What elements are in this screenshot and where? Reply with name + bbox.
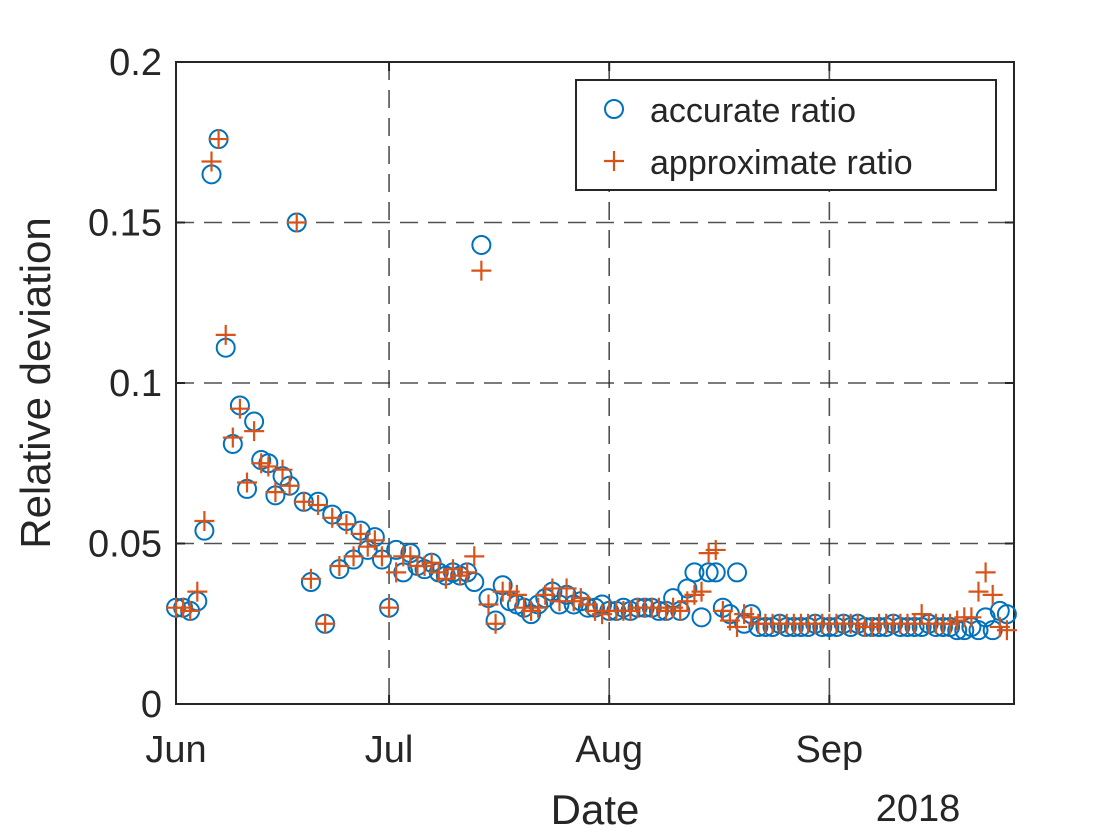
y-axis-label: Relative deviation xyxy=(12,217,59,549)
approximate-ratio-point xyxy=(322,507,343,528)
approximate-ratio-point xyxy=(272,459,293,480)
x-tick-label: Aug xyxy=(575,729,643,771)
accurate-ratio-point xyxy=(727,562,748,583)
approximate-ratio-point xyxy=(286,212,307,233)
approximate-ratio-point xyxy=(961,607,982,628)
approximate-ratio-point xyxy=(180,600,201,621)
approximate-ratio-point xyxy=(691,581,712,602)
y-tick-label: 0.2 xyxy=(109,42,162,84)
approximate-ratio-point xyxy=(237,472,258,493)
approximate-ratio-point xyxy=(265,482,286,503)
approximate-ratio-point xyxy=(279,475,300,496)
legend: accurate ratio approximate ratio xyxy=(575,79,997,191)
y-tick-label: 0 xyxy=(141,684,162,726)
accurate-ratio-point xyxy=(684,562,705,583)
approximate-ratio-point xyxy=(705,539,726,560)
y-tick-label: 0.1 xyxy=(109,363,162,405)
approximate-ratio-point xyxy=(208,129,229,150)
approximate-ratio-point xyxy=(386,562,407,583)
approximate-ratio-point xyxy=(506,584,527,605)
approximate-ratio-point xyxy=(336,514,357,535)
approximate-ratio-point xyxy=(364,530,385,551)
legend-label-approximate-ratio: approximate ratio xyxy=(650,144,913,182)
y-tick-label: 0.05 xyxy=(88,524,162,566)
approximate-ratio-point xyxy=(464,546,485,567)
year-label: 2018 xyxy=(876,788,961,830)
approximate-ratio-point xyxy=(315,613,336,634)
x-axis-label: Date xyxy=(551,786,640,833)
approximate-ratio-point xyxy=(379,597,400,618)
accurate-ratio-point xyxy=(386,539,407,560)
x-tick-label: Jun xyxy=(145,729,206,771)
accurate-ratio-point xyxy=(698,562,719,583)
approximate-ratio-point xyxy=(457,562,478,583)
approximate-ratio-point xyxy=(187,581,208,602)
axis-ticks: 0 0.05 0.1 0.15 0.2 Jun Jul Aug Sep xyxy=(88,42,1014,771)
approximate-ratio-point xyxy=(975,562,996,583)
accurate-ratio-point xyxy=(471,234,492,255)
x-tick-label: Sep xyxy=(796,729,864,771)
legend-label-accurate-ratio: accurate ratio xyxy=(650,92,856,130)
approximate-ratio-point xyxy=(293,491,314,512)
approximate-ratio-point xyxy=(485,613,506,634)
data-points xyxy=(166,129,1017,641)
approximate-ratio-point xyxy=(258,456,279,477)
y-tick-label: 0.15 xyxy=(88,203,162,245)
approximate-ratio-point xyxy=(343,546,364,567)
approximate-ratio-point xyxy=(308,494,329,515)
approximate-ratio-point xyxy=(996,620,1017,641)
approximate-ratio-point xyxy=(471,260,492,281)
approximate-ratio-point xyxy=(478,594,499,615)
approximate-ratio-point xyxy=(215,324,236,345)
approximate-ratio-point xyxy=(982,584,1003,605)
approximate-ratio-point xyxy=(229,398,250,419)
approximate-ratio-point xyxy=(528,597,549,618)
accurate-ratio-point xyxy=(691,607,712,628)
approximate-ratio-point xyxy=(556,578,577,599)
approximate-ratio-point xyxy=(727,616,748,637)
approximate-ratio-point xyxy=(194,511,215,532)
approximate-ratio-point xyxy=(222,427,243,448)
approximate-ratio-point xyxy=(201,151,222,172)
approximate-ratio-point xyxy=(329,555,350,576)
legend-plus-marker xyxy=(604,151,624,171)
legend-box xyxy=(575,79,997,191)
approximate-ratio-point xyxy=(968,581,989,602)
accurate-ratio-point xyxy=(705,562,726,583)
approximate-ratio-point xyxy=(300,568,321,589)
approximate-ratio-point xyxy=(371,546,392,567)
x-tick-label: Jul xyxy=(365,729,414,771)
approximate-ratio-point xyxy=(350,523,371,544)
approximate-ratio-point xyxy=(244,421,265,442)
grid xyxy=(176,62,1014,704)
legend-circle-marker xyxy=(604,99,624,119)
